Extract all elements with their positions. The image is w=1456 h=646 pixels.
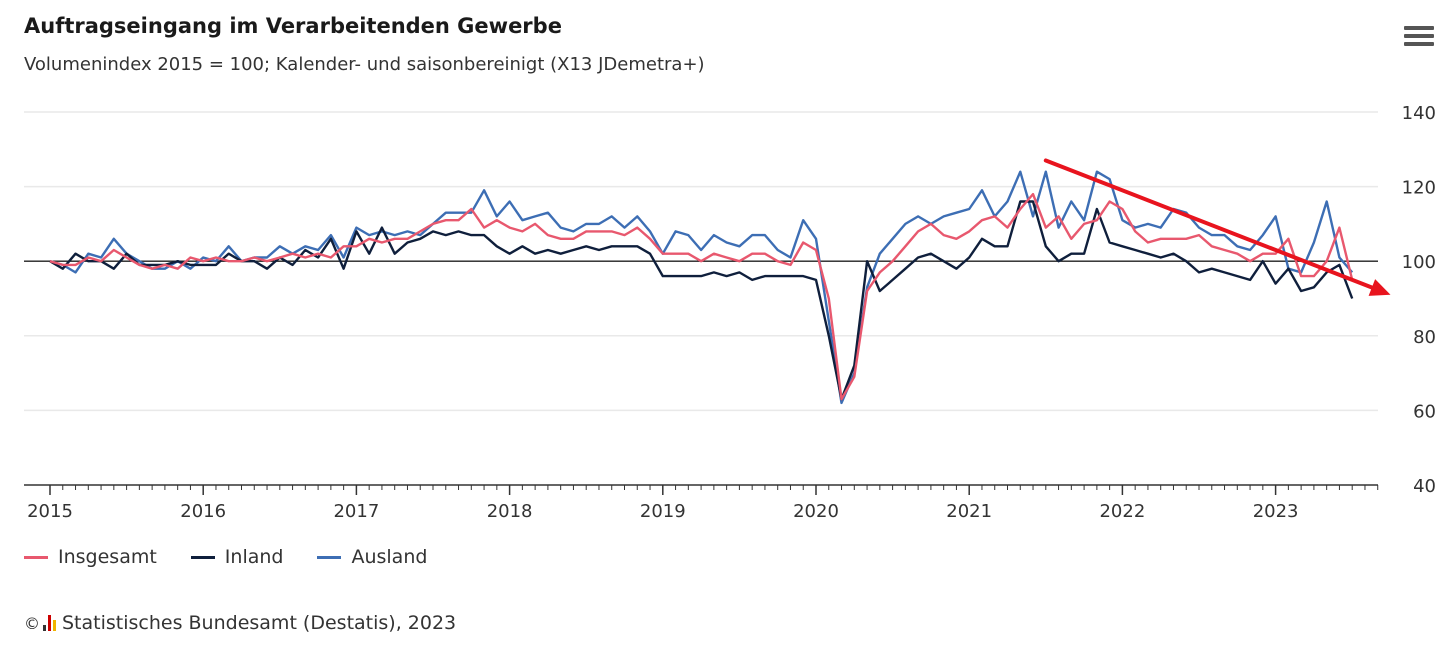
x-tick-label: 2019 [640,501,686,522]
y-axis: 40 60 80 100 120 140 [1402,103,1436,497]
credits-text[interactable]: Statistisches Bundesamt (Destatis), 2023 [62,612,457,634]
x-tick-label: 2016 [180,501,226,522]
copyright-symbol: © [24,613,40,633]
x-axis: 2015 2016 2017 2018 2019 2020 2021 2022 2023 [24,484,1379,522]
menu-bar [1404,42,1434,46]
series-lines [49,170,1354,405]
legend-item-inland[interactable]: Inland [190,546,284,568]
x-tick-label: 2020 [793,501,839,522]
trend-arrow-head [1368,279,1391,296]
x-tick-label: 2018 [487,501,533,522]
x-tick-label: 2023 [1253,501,1299,522]
y-tick-label: 60 [1413,401,1436,422]
x-tick-label: 2017 [333,501,379,522]
hamburger-menu-icon[interactable] [1404,26,1434,50]
legend-item-ausland[interactable]: Ausland [317,546,427,568]
legend-item-insgesamt[interactable]: Insgesamt [24,546,157,568]
legend-label: Inland [224,546,284,568]
chart-title: Auftragseingang im Verarbeitenden Gewerb… [24,14,562,38]
series-line-insgesamt [49,192,1354,401]
destatis-logo-icon [43,615,56,631]
x-tick-label: 2021 [946,501,992,522]
menu-bar [1404,34,1434,38]
series-line-inland [49,200,1354,401]
credits: © Statistisches Bundesamt (Destatis), 20… [24,612,456,634]
y-tick-label: 120 [1402,178,1436,199]
menu-bar [1404,26,1434,30]
legend-swatch [24,555,48,559]
y-tick-label: 40 [1413,476,1436,497]
x-tick-label: 2022 [1099,501,1145,522]
y-tick-label: 140 [1402,103,1436,124]
legend-label: Ausland [351,546,428,568]
legend-swatch [190,555,215,559]
x-tick-label: 2015 [27,501,73,522]
y-tick-label: 100 [1402,252,1436,273]
trend-arrow-line [1043,158,1374,290]
legend: Insgesamt Inland Ausland [24,546,427,568]
y-tick-label: 80 [1413,327,1436,348]
trend-annotation [1043,158,1391,296]
legend-swatch [317,555,342,559]
chart-subtitle: Volumenindex 2015 = 100; Kalender- und s… [24,54,705,75]
series-line-ausland [49,170,1354,405]
legend-label: Insgesamt [58,546,157,568]
